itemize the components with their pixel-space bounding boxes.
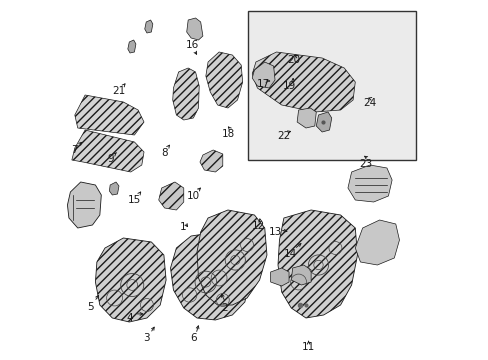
Polygon shape: [75, 95, 143, 135]
Text: 6: 6: [190, 333, 196, 343]
Text: 14: 14: [284, 249, 297, 259]
Polygon shape: [316, 112, 331, 132]
Text: 20: 20: [287, 55, 300, 66]
Polygon shape: [144, 20, 153, 33]
Polygon shape: [67, 182, 101, 228]
Polygon shape: [355, 220, 399, 265]
Text: 11: 11: [301, 342, 315, 352]
Text: 4: 4: [126, 312, 132, 323]
Text: 18: 18: [221, 129, 234, 139]
Polygon shape: [95, 238, 166, 322]
Text: 1: 1: [180, 222, 186, 232]
Text: 7: 7: [71, 145, 78, 156]
Text: 8: 8: [161, 148, 167, 158]
Text: 22: 22: [276, 131, 289, 141]
Polygon shape: [159, 182, 183, 210]
Polygon shape: [297, 108, 316, 128]
Polygon shape: [252, 52, 355, 112]
Text: 21: 21: [112, 86, 125, 96]
Polygon shape: [72, 130, 143, 172]
Polygon shape: [200, 150, 223, 172]
Text: 10: 10: [186, 191, 200, 201]
Polygon shape: [347, 165, 391, 202]
Text: 23: 23: [359, 159, 372, 169]
Text: 13: 13: [268, 227, 281, 237]
Polygon shape: [197, 210, 266, 305]
Text: 17: 17: [256, 78, 269, 89]
Polygon shape: [278, 210, 357, 318]
Text: 12: 12: [251, 221, 264, 231]
Text: 19: 19: [282, 81, 296, 91]
Text: 5: 5: [87, 302, 94, 312]
Text: 9: 9: [107, 154, 114, 164]
Text: 16: 16: [185, 40, 199, 50]
Polygon shape: [109, 182, 119, 195]
Text: 3: 3: [143, 333, 150, 343]
Polygon shape: [170, 232, 249, 320]
Bar: [247, 11, 415, 160]
Polygon shape: [172, 68, 199, 120]
Text: 15: 15: [128, 195, 141, 205]
Polygon shape: [252, 62, 274, 88]
Text: 2: 2: [221, 303, 227, 313]
Polygon shape: [186, 18, 203, 40]
Text: 24: 24: [363, 98, 376, 108]
Polygon shape: [205, 52, 242, 108]
Polygon shape: [291, 265, 310, 285]
Polygon shape: [270, 268, 288, 286]
Polygon shape: [127, 40, 136, 53]
